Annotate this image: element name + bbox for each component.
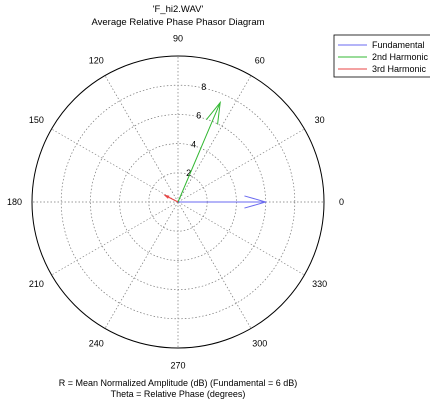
angle-tick-label-180: 180 [7, 197, 22, 207]
angle-tick-label-210: 210 [29, 279, 44, 289]
angle-tick-label-240: 240 [89, 339, 104, 349]
grid-spoke-240 [104, 201, 179, 329]
chart-subtitle: Average Relative Phase Phasor Diagram [91, 17, 264, 28]
radius-tick-label-8: 8 [201, 82, 206, 92]
grid-spoke-30 [177, 128, 305, 203]
radius-note: R = Mean Normalized Amplitude (dB) (Fund… [59, 378, 298, 388]
angle-tick-label-120: 120 [89, 55, 104, 65]
angle-tick-label-90: 90 [173, 33, 183, 43]
grid-spoke-60 [177, 75, 252, 203]
phasor-fundamental [178, 195, 268, 209]
angle-ticks: 0 30 60 90 120 150 180 210 240 270 300 330 [7, 33, 344, 370]
angle-tick-label-30: 30 [315, 115, 325, 125]
outer-circle [31, 55, 325, 349]
radius-ticks: 2 4 6 8 [186, 82, 206, 178]
theta-note: Theta = Relative Phase (degrees) [111, 389, 246, 399]
grid-spoke-300 [177, 201, 252, 329]
angle-tick-label-60: 60 [255, 55, 265, 65]
angle-tick-label-270: 270 [170, 361, 185, 371]
phasor-shaft [164, 194, 179, 203]
phasor-arrowhead [163, 194, 170, 199]
radius-tick-label-2: 2 [186, 168, 191, 178]
legend-label-fundamental: Fundamental [372, 40, 425, 50]
grid-spoke-150 [51, 128, 179, 203]
legend: Fundamental 2nd Harmonic 3rd Harmonic [333, 34, 430, 78]
phasor-3rd-harmonic [163, 194, 179, 203]
phasor-arrowhead [205, 100, 221, 125]
phasor-2nd-harmonic [177, 100, 221, 203]
radius-tick-label-6: 6 [196, 111, 201, 121]
legend-label-2nd-harmonic: 2nd Harmonic [372, 52, 429, 62]
angle-tick-label-330: 330 [312, 279, 327, 289]
radius-tick-label-4: 4 [191, 139, 196, 149]
phasor-vectors [163, 100, 268, 209]
legend-label-3rd-harmonic: 3rd Harmonic [372, 64, 427, 74]
phasor-arrowhead [244, 195, 268, 209]
legend-box [333, 34, 430, 78]
grid-spoke-330 [177, 201, 305, 276]
angle-tick-label-150: 150 [29, 115, 44, 125]
angle-tick-label-300: 300 [252, 339, 267, 349]
angle-tick-label-0: 0 [339, 197, 344, 207]
grid-spoke-210 [51, 201, 179, 276]
chart-title: 'F_hi2.WAV' [153, 4, 204, 15]
grid-spoke-120 [104, 75, 179, 203]
phasor-shaft [177, 102, 221, 203]
